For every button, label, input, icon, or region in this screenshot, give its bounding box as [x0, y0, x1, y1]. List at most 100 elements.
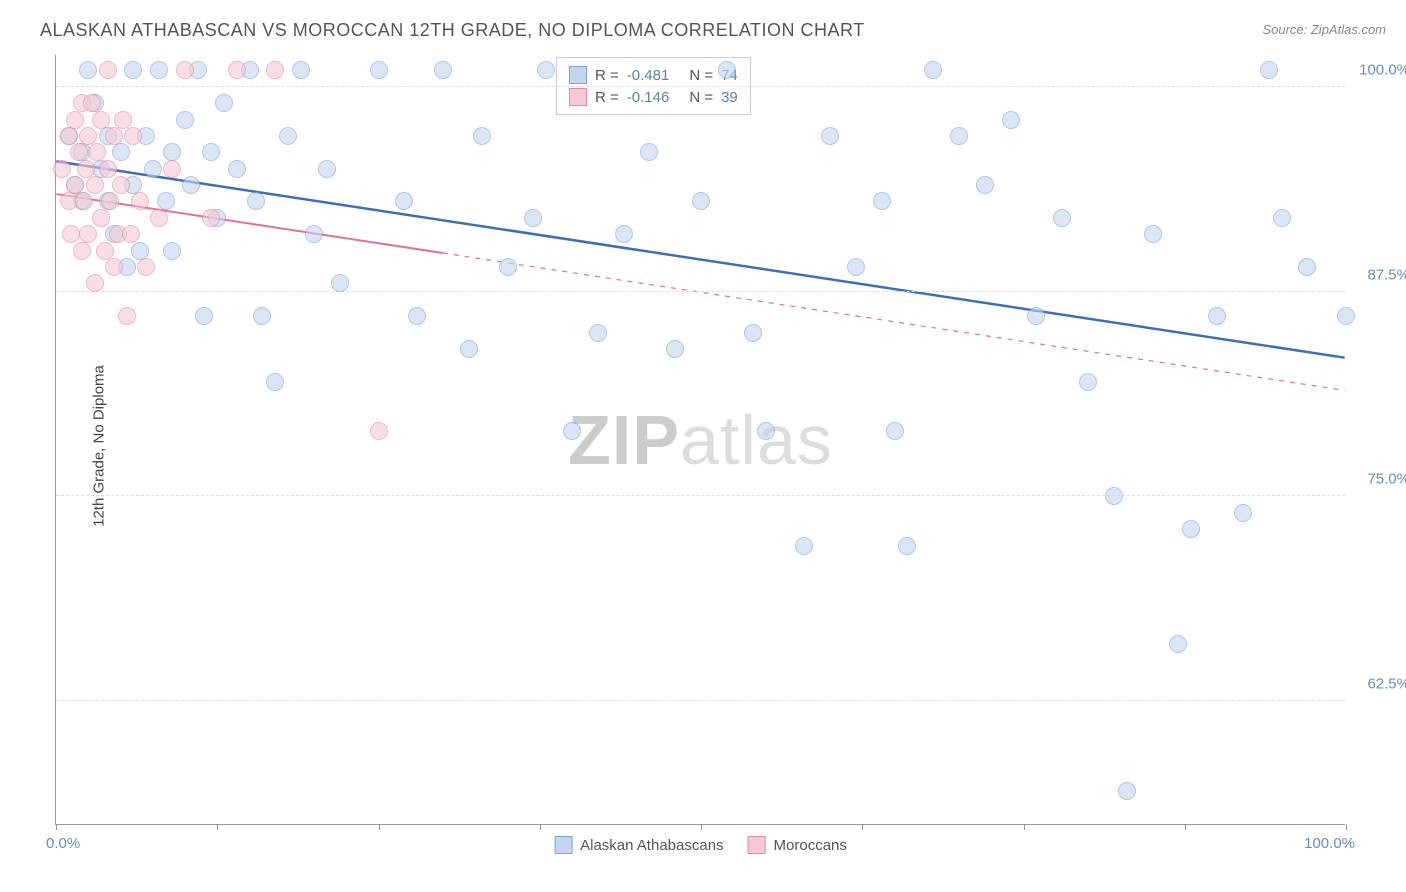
x-tick: [540, 824, 541, 830]
scatter-point: [75, 192, 93, 210]
scatter-point: [182, 176, 200, 194]
scatter-point: [1260, 61, 1278, 79]
scatter-point: [563, 422, 581, 440]
legend-swatch: [569, 66, 587, 84]
scatter-point: [434, 61, 452, 79]
scatter-point: [163, 242, 181, 260]
x-tick: [862, 824, 863, 830]
scatter-point: [247, 192, 265, 210]
scatter-point: [408, 307, 426, 325]
scatter-point: [279, 127, 297, 145]
x-tick: [217, 824, 218, 830]
scatter-point: [112, 176, 130, 194]
legend-n-label: N =: [689, 89, 713, 106]
legend-label: Alaskan Athabascans: [580, 837, 723, 854]
scatter-point: [898, 537, 916, 555]
scatter-point: [718, 61, 736, 79]
scatter-point: [79, 127, 97, 145]
x-tick: [379, 824, 380, 830]
scatter-point: [873, 192, 891, 210]
legend-label: Moroccans: [774, 837, 847, 854]
scatter-point: [1182, 520, 1200, 538]
scatter-point: [83, 94, 101, 112]
scatter-point: [202, 143, 220, 161]
scatter-point: [118, 307, 136, 325]
scatter-point: [370, 422, 388, 440]
legend-r-value: -0.146: [627, 89, 670, 106]
scatter-point: [757, 422, 775, 440]
y-tick-label: 100.0%: [1350, 61, 1406, 78]
scatter-point: [105, 258, 123, 276]
scatter-point: [950, 127, 968, 145]
scatter-point: [847, 258, 865, 276]
scatter-point: [124, 127, 142, 145]
scatter-point: [163, 143, 181, 161]
scatter-point: [202, 209, 220, 227]
scatter-point: [1118, 782, 1136, 800]
scatter-point: [195, 307, 213, 325]
scatter-point: [99, 160, 117, 178]
legend-item: Moroccans: [748, 836, 847, 854]
y-tick-label: 75.0%: [1350, 471, 1406, 488]
legend-row: R =-0.146N =39: [569, 86, 738, 108]
scatter-point: [124, 61, 142, 79]
scatter-point: [1105, 487, 1123, 505]
scatter-point: [92, 209, 110, 227]
legend-item: Alaskan Athabascans: [554, 836, 723, 854]
scatter-point: [77, 160, 95, 178]
scatter-point: [253, 307, 271, 325]
scatter-point: [615, 225, 633, 243]
scatter-point: [460, 340, 478, 358]
scatter-point: [886, 422, 904, 440]
scatter-point: [1298, 258, 1316, 276]
legend-swatch: [554, 836, 572, 854]
scatter-point: [66, 111, 84, 129]
x-tick: [56, 824, 57, 830]
legend-n-label: N =: [689, 67, 713, 84]
scatter-point: [266, 373, 284, 391]
x-tick: [701, 824, 702, 830]
scatter-point: [88, 143, 106, 161]
scatter-point: [1144, 225, 1162, 243]
x-tick: [1024, 824, 1025, 830]
scatter-point: [1208, 307, 1226, 325]
chart-container: ALASKAN ATHABASCAN VS MOROCCAN 12TH GRAD…: [0, 0, 1406, 892]
scatter-point: [821, 127, 839, 145]
scatter-point: [1337, 307, 1355, 325]
scatter-point: [370, 61, 388, 79]
scatter-point: [114, 111, 132, 129]
scatter-point: [228, 160, 246, 178]
plot-area: ZIPatlas R =-0.481N =74R =-0.146N =39 0.…: [55, 55, 1345, 825]
scatter-point: [395, 192, 413, 210]
scatter-point: [1079, 373, 1097, 391]
scatter-point: [62, 225, 80, 243]
scatter-point: [66, 176, 84, 194]
x-axis-max-label: 100.0%: [1304, 835, 1355, 852]
scatter-point: [131, 242, 149, 260]
scatter-point: [795, 537, 813, 555]
watermark-bold: ZIP: [568, 401, 680, 479]
scatter-point: [976, 176, 994, 194]
scatter-point: [112, 143, 130, 161]
scatter-point: [131, 192, 149, 210]
source-label: Source: ZipAtlas.com: [1262, 22, 1386, 37]
x-tick: [1346, 824, 1347, 830]
scatter-point: [292, 61, 310, 79]
scatter-point: [157, 192, 175, 210]
x-tick: [1185, 824, 1186, 830]
scatter-point: [96, 242, 114, 260]
scatter-point: [331, 274, 349, 292]
legend-r-label: R =: [595, 67, 619, 84]
legend-swatch: [569, 88, 587, 106]
scatter-point: [101, 192, 119, 210]
scatter-point: [318, 160, 336, 178]
scatter-point: [692, 192, 710, 210]
scatter-point: [92, 111, 110, 129]
scatter-point: [79, 61, 97, 79]
scatter-point: [79, 225, 97, 243]
scatter-point: [144, 160, 162, 178]
scatter-point: [86, 274, 104, 292]
legend-swatch: [748, 836, 766, 854]
trend-line-solid: [56, 161, 1344, 357]
y-tick-label: 62.5%: [1350, 676, 1406, 693]
